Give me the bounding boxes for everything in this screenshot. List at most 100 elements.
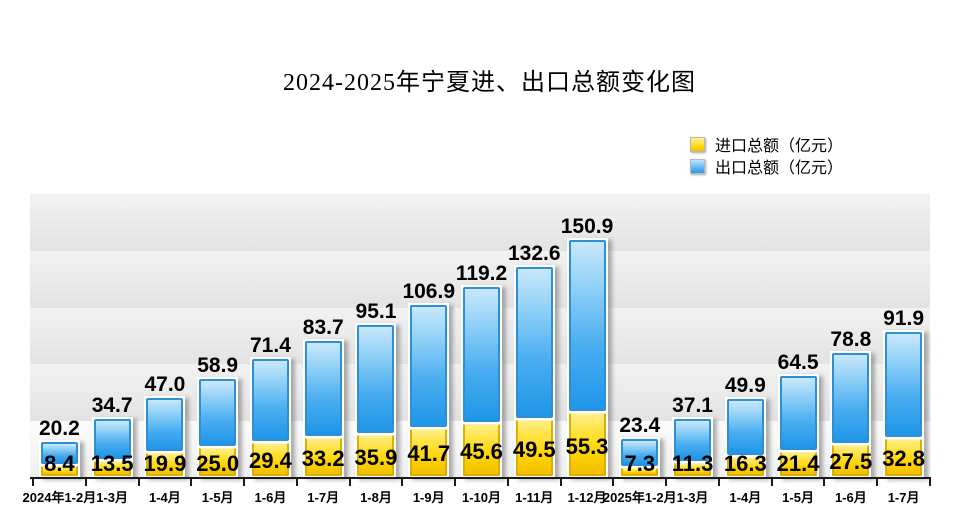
x-axis-label: 1-5月 [782,490,814,505]
bar-segment-divider [146,451,184,454]
import-value-label: 21.4 [776,451,820,476]
x-axis-tick [612,479,615,486]
bar-1-9月 [408,303,450,478]
import-value-label: 16.3 [723,451,767,476]
legend-label-export: 出口总额（亿元） [715,160,844,177]
bar-export-segment [726,398,764,456]
x-axis-label: 1-8月 [360,490,392,505]
export-value-label: 37.1 [672,394,713,418]
bar-2025年1-2月 [619,437,661,478]
bar-segment-divider [463,422,500,425]
export-value-label: 64.5 [777,351,819,375]
export-value-label: 71.4 [250,334,291,358]
bar-1-7月 [302,339,344,478]
bar-export-segment [621,439,659,466]
bar-1-11月 [513,265,555,478]
x-axis-tick [770,479,773,486]
x-axis-label: 1-12月 [567,490,607,505]
export-value-label: 106.9 [402,280,456,304]
x-axis-label: 1-11月 [515,490,554,505]
x-axis-label: 1-7月 [887,490,920,505]
x-axis-tick [506,479,509,486]
bar-import-segment [832,444,870,476]
plot-gridline-band [30,194,930,251]
x-axis-label: 1-10月 [461,490,502,505]
export-value-label: 20.2 [38,416,80,440]
bar-export-segment [93,419,131,459]
bar-import-segment [621,467,659,476]
x-axis-tick [190,479,193,486]
bar-1-5月 [197,376,239,478]
bar-segment-divider [410,426,448,429]
bar-import-segment [674,463,712,476]
bar-1-10月 [461,284,502,478]
bar-export-segment [357,325,395,434]
chart-title: 2024-2025年宁夏进、出口总额变化图 [283,70,696,96]
x-axis-tick [717,479,720,486]
export-value-label: 150.9 [560,214,614,238]
bar-import-segment [779,451,817,476]
bar-1-3月 [91,417,133,478]
bar-segment-divider [251,440,289,443]
bar-export-segment [885,332,923,437]
x-axis-tick [929,479,931,486]
x-axis-tick [665,479,668,486]
bar-1-3月 [672,417,714,478]
x-axis-tick [137,479,140,486]
x-axis-label: 1-6月 [254,490,287,505]
import-value-label: 27.5 [829,449,873,475]
x-axis-label: 1-7月 [307,490,340,505]
bar-1-8月 [355,323,397,478]
import-value-label: 55.3 [565,433,609,459]
bar-segment-divider [40,464,78,467]
export-value-label: 95.1 [355,300,397,324]
legend-swatch-import-icon [690,136,705,152]
import-value-label: 8.4 [44,451,75,476]
bar-1-4月 [724,396,766,478]
export-value-label: 58.9 [197,353,239,377]
bar-import-segment [885,438,923,476]
x-axis-label: 1-5月 [201,490,234,505]
bar-export-segment [832,353,870,443]
export-value-label: 83.7 [302,316,344,340]
bar-1-5月 [777,374,819,478]
legend-swatch-export-icon [690,158,705,174]
x-axis-label: 1-6月 [834,490,867,505]
legend-item-import: 进口总额（亿元） [690,133,843,155]
bar-import-segment [410,428,448,476]
bar-export-segment [515,267,553,418]
import-value-label: 41.7 [407,441,451,467]
x-axis-tick [876,479,879,486]
bar-import-segment [726,457,764,476]
bar-export-segment [251,359,289,441]
bar-1-6月 [830,351,872,478]
bar-export-segment [779,376,817,450]
bar-1-4月 [144,396,186,478]
bar-import-segment [251,442,289,476]
x-axis-tick [454,479,457,486]
bar-segment-divider [779,449,817,452]
import-value-label: 7.3 [624,451,656,476]
import-value-label: 19.9 [143,451,187,476]
bar-segment-divider [199,445,237,448]
x-axis-tick [295,479,298,486]
bar-export-segment [199,378,237,446]
import-value-label: 49.5 [512,436,556,462]
bar-import-segment [357,435,395,476]
x-axis-tick [32,479,34,486]
legend-label-import: 进口总额（亿元） [715,138,844,155]
bar-2024年1-2月 [38,439,80,478]
export-value-label: 91.9 [883,307,925,331]
export-value-label: 47.0 [144,373,186,396]
bar-export-segment [463,286,500,423]
bar-import-segment [40,466,78,476]
bar-export-segment [146,398,184,452]
x-axis-tick [823,479,826,486]
bar-export-segment [674,419,712,462]
bar-segment-divider [674,461,712,464]
bar-1-7月 [883,330,925,478]
export-value-label: 132.6 [507,242,561,266]
bar-segment-divider [93,458,131,461]
x-axis-label: 1-4月 [149,490,181,505]
bar-import-segment [515,419,553,476]
